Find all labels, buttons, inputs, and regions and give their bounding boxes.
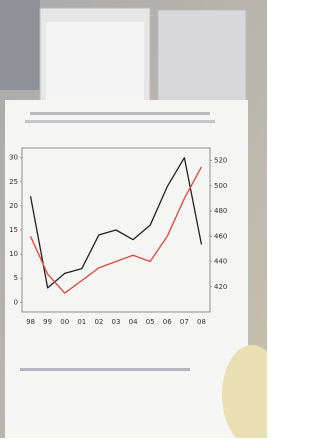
x-tick-label: 98 <box>26 318 35 326</box>
wall-panel <box>0 0 40 90</box>
y-tick-label: 30 <box>9 154 18 162</box>
y2-tick-label: 440 <box>214 258 227 266</box>
x-tick-label: 02 <box>94 318 103 326</box>
y-tick-label: 5 <box>14 274 18 282</box>
x-tick-label: 99 <box>43 318 52 326</box>
x-tick-label: 06 <box>163 318 172 326</box>
blurred-subtitle <box>25 120 215 123</box>
y2-tick-label: 460 <box>214 232 227 240</box>
y2-tick-label: 480 <box>214 207 227 215</box>
x-tick-label: 08 <box>197 318 206 326</box>
y-tick-label: 10 <box>9 250 18 258</box>
x-tick-label: 07 <box>180 318 189 326</box>
y2-tick-label: 520 <box>214 157 227 165</box>
y-tick-label: 20 <box>9 202 18 210</box>
blurred-title <box>30 112 210 115</box>
y2-tick-label: 500 <box>214 182 227 190</box>
x-tick-label: 03 <box>112 318 121 326</box>
paper-sheet <box>5 100 248 438</box>
x-tick-label: 00 <box>60 318 69 326</box>
x-tick-label: 01 <box>77 318 86 326</box>
light-box <box>158 10 246 110</box>
x-tick-label: 05 <box>146 318 155 326</box>
y-tick-label: 25 <box>9 178 18 186</box>
y-tick-label: 15 <box>9 226 18 234</box>
x-tick-label: 04 <box>129 318 138 326</box>
y-tick-label: 0 <box>14 298 18 306</box>
y2-tick-label: 420 <box>214 283 227 291</box>
blurred-caption <box>20 368 190 371</box>
